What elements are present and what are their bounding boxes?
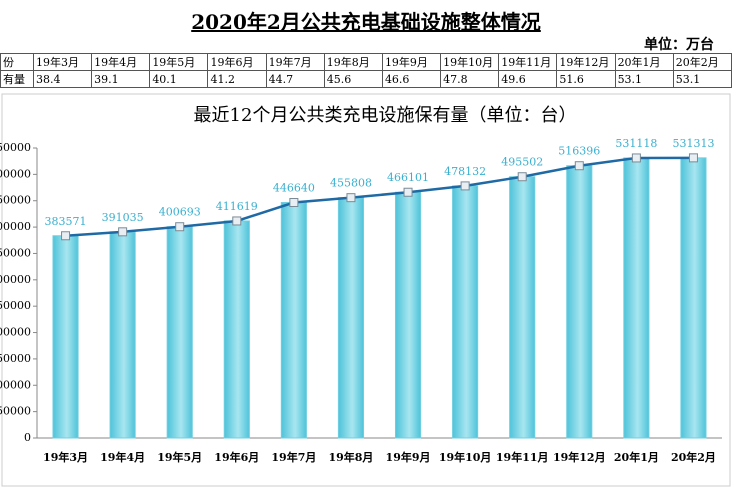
- y-tick-label: 500000: [0, 167, 31, 180]
- table-cell: 38.4: [32, 70, 93, 88]
- point-marker: [688, 153, 698, 163]
- table-cell: 19年10月: [440, 53, 500, 71]
- y-tick-label: 300000: [0, 273, 31, 286]
- table-cell: 44.7: [265, 70, 325, 88]
- table-cell: 46.6: [381, 70, 442, 88]
- table-cell: 有量: [0, 70, 34, 88]
- table-cell: 19年12月: [556, 53, 616, 71]
- table-cell: 40.1: [149, 70, 209, 88]
- chart: 最近12个月公共类充电设施保有量（单位：台） 0 50000 100000 15000…: [0, 93, 731, 487]
- x-tick-label: 19年9月: [386, 450, 431, 464]
- x-tick-label: 19年8月: [328, 450, 373, 464]
- bar: [223, 220, 250, 439]
- point-marker: [289, 197, 299, 207]
- unit: 单位：万台: [644, 37, 714, 53]
- table-cell: 47.8: [440, 70, 500, 88]
- bar: [623, 157, 650, 439]
- y-tick-label: 250000: [0, 299, 31, 312]
- y-tick-label: 400000: [0, 220, 31, 233]
- bar: [452, 185, 479, 439]
- point-marker: [61, 231, 71, 241]
- point-marker: [346, 193, 356, 203]
- data-label: 411619: [216, 200, 258, 213]
- point-marker: [460, 181, 470, 191]
- bar: [280, 201, 307, 439]
- bar: [566, 165, 593, 439]
- x-tick-label: 19年6月: [214, 450, 259, 464]
- table-cell: 39.1: [91, 70, 151, 88]
- bar: [337, 197, 365, 439]
- bar: [394, 191, 422, 439]
- y-tick-label: 450000: [0, 194, 31, 207]
- bar: [109, 231, 136, 439]
- y-tick-label: 0: [24, 431, 31, 444]
- title: 2020年2月公共充电基础设施整体情况: [0, 6, 732, 35]
- point-marker: [118, 227, 128, 237]
- table-cell: 51.6: [556, 70, 616, 88]
- table-cell: 19年3月: [32, 53, 93, 71]
- y-tick-label: 350000: [0, 246, 31, 259]
- table: 份 19年3月 19年4月 19年5月 19年6月 19年7月 19年8月 19年9月 19年1…: [0, 53, 732, 88]
- x-tick-label: 19年7月: [271, 450, 316, 464]
- table-cell: 19年8月: [323, 53, 383, 71]
- y-tick-label: 50000: [0, 405, 31, 418]
- data-label: 400693: [159, 206, 201, 219]
- table-cell: 53.1: [672, 70, 732, 88]
- table-cell: 19年7月: [265, 53, 325, 71]
- trend-line: [65, 156, 694, 238]
- x-tick-label: 19年11月: [496, 450, 549, 464]
- title-text: 2020年2月公共充电基础设施整体情况: [191, 10, 541, 34]
- x-tick-label: 19年3月: [43, 450, 88, 464]
- x-tick-label: 20年2月: [671, 450, 716, 464]
- data-label: 495502: [501, 156, 543, 169]
- data-label: 478132: [444, 165, 486, 178]
- y-tick-label: 550000: [0, 141, 31, 154]
- table-cell: 19年6月: [207, 53, 267, 71]
- bar: [52, 235, 79, 439]
- y-tick-label: 200000: [0, 326, 31, 339]
- table-cell: 19年11月: [498, 53, 558, 71]
- table-cell: 19年9月: [381, 53, 442, 71]
- point-marker: [232, 216, 242, 226]
- y-tick-label: 150000: [0, 352, 31, 365]
- chart-frame: [1, 93, 731, 487]
- point-marker: [517, 172, 527, 182]
- table-row: 有量 38.4 39.1 40.1 41.2 44.7 45.6 46.6 47.8 49.6 51…: [0, 70, 732, 88]
- chart-title: 最近12个月公共类充电设施保有量（单位：台）: [194, 105, 577, 126]
- data-label: 446640: [273, 181, 315, 194]
- table-cell: 45.6: [323, 70, 383, 88]
- table-cell: 49.6: [498, 70, 558, 88]
- point-marker: [631, 153, 641, 163]
- x-tick-label: 19年5月: [157, 450, 202, 464]
- data-label: 455808: [330, 177, 372, 190]
- table-cell: 19年5月: [149, 53, 209, 71]
- point-marker: [175, 222, 185, 232]
- table-cell: 19年4月: [91, 53, 151, 71]
- y-tick-label: 100000: [0, 378, 31, 391]
- data-label: 383571: [45, 215, 87, 228]
- point-marker: [574, 161, 584, 171]
- data-label: 466101: [387, 171, 429, 184]
- bar: [166, 226, 193, 439]
- point-marker: [403, 187, 413, 197]
- bar: [509, 176, 536, 439]
- data-label: 516396: [558, 145, 600, 158]
- x-tick-label: 19年10月: [439, 450, 492, 464]
- data-label: 391035: [102, 211, 144, 224]
- table-cell: 份: [0, 53, 34, 71]
- table-cell: 20年1月: [614, 53, 674, 71]
- table-cell: 41.2: [207, 70, 267, 88]
- data-label: 531118: [615, 137, 657, 150]
- table-cell: 53.1: [614, 70, 674, 88]
- data-label: 531313: [672, 137, 714, 150]
- table-row: 份 19年3月 19年4月 19年5月 19年6月 19年7月 19年8月 19年9月 19年1…: [0, 53, 732, 71]
- x-tick-label: 19年4月: [100, 450, 145, 464]
- bar: [680, 157, 707, 439]
- table-cell: 20年2月: [672, 53, 732, 71]
- x-tick-label: 20年1月: [614, 450, 659, 464]
- x-tick-label: 19年12月: [553, 450, 606, 464]
